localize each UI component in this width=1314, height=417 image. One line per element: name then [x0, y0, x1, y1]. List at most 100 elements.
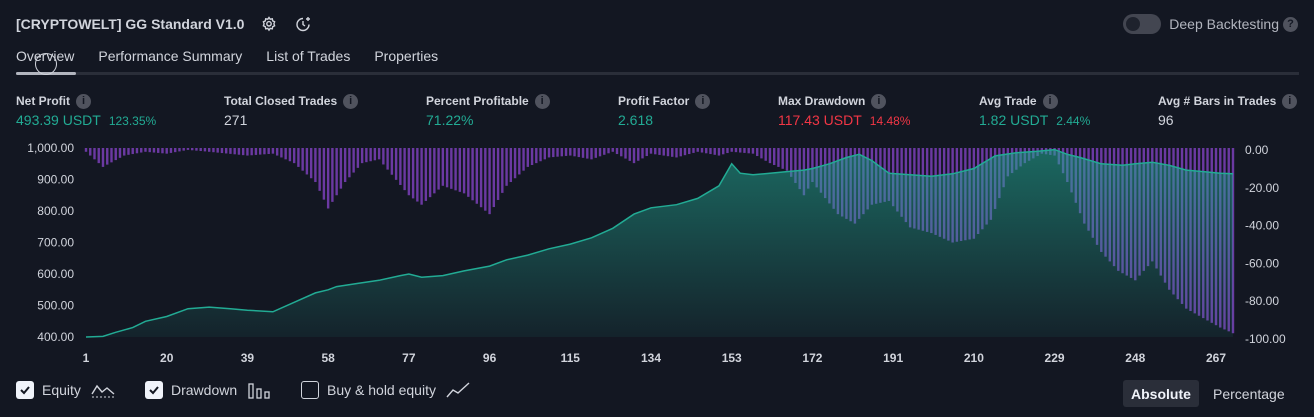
drawdown-bar: [671, 148, 674, 157]
tab-active-indicator: [16, 72, 76, 75]
drawdown-bar: [165, 148, 168, 154]
drawdown-bar: [501, 148, 504, 193]
strategy-title: [CRYPTOWELT] GG Standard V1.0: [16, 16, 245, 32]
metric-percent-profitable: Percent Profitable i 71.22%: [426, 93, 550, 128]
drawdown-bar: [649, 148, 653, 154]
info-icon[interactable]: i: [1042, 93, 1058, 109]
drawdown-bar: [586, 148, 589, 159]
drawdown-bar: [781, 148, 784, 169]
drawdown-bar: [488, 148, 491, 215]
drawdown-bar: [288, 148, 292, 162]
drawdown-bar: [233, 148, 236, 155]
drawdown-bar: [382, 148, 385, 165]
deep-backtesting-toggle[interactable]: [1123, 14, 1162, 34]
drawdown-bar: [700, 148, 704, 153]
legend-drawdown[interactable]: Drawdown: [145, 380, 271, 400]
drawdown-bar: [713, 148, 716, 155]
x-axis-tick-label: 134: [641, 351, 661, 365]
tab-list-of-trades[interactable]: List of Trades: [266, 48, 351, 64]
drawdown-bar: [284, 148, 287, 160]
drawdown-bar: [564, 148, 568, 156]
right-axis-tick-label: -100.00: [1245, 332, 1286, 346]
percentage-mode-button[interactable]: Percentage: [1213, 385, 1285, 402]
drawdown-bar: [628, 148, 631, 161]
help-icon[interactable]: ?: [1283, 16, 1298, 32]
drawdown-bar: [641, 148, 644, 159]
legend-buy-hold[interactable]: Buy & hold equity: [301, 380, 470, 400]
drawdown-bar: [326, 148, 330, 209]
drawdown-bar: [730, 148, 733, 152]
drawdown-bar: [756, 148, 759, 157]
drawdown-bar: [411, 148, 415, 199]
drawdown-bar: [492, 148, 496, 208]
drawdown-bar: [611, 148, 614, 152]
drawdown-bar: [637, 148, 640, 161]
absolute-mode-button[interactable]: Absolute: [1123, 380, 1199, 407]
tab-performance-summary[interactable]: Performance Summary: [98, 48, 243, 64]
drawdown-bar: [433, 148, 436, 194]
net-profit-percent: 123.35%: [108, 114, 157, 128]
drawdown-bar: [169, 148, 173, 153]
drawdown-bar: [394, 148, 398, 180]
net-profit-label: Net Profit: [16, 94, 70, 108]
info-icon[interactable]: i: [343, 93, 359, 109]
info-icon[interactable]: i: [871, 93, 887, 109]
drawdown-bar: [543, 148, 546, 160]
equity-drawdown-chart[interactable]: 1,000.00 900.00 800.00 700.00 600.00 500.00 40…: [0, 138, 1314, 374]
info-icon[interactable]: i: [695, 93, 711, 109]
total-closed-trades-value: 271: [224, 112, 248, 128]
tab-properties[interactable]: Properties: [374, 48, 439, 64]
drawdown-bar: [598, 148, 602, 157]
drawdown-bar: [654, 148, 657, 155]
drawdown-bar: [373, 148, 377, 161]
drawdown-bar: [131, 148, 134, 155]
equity-legend-label: Equity: [42, 382, 81, 398]
drawdown-bar: [530, 148, 534, 166]
x-axis-tick-label: 39: [241, 351, 255, 365]
info-icon[interactable]: i: [76, 93, 91, 109]
drawdown-bar: [271, 148, 275, 154]
drawdown-checkbox[interactable]: [145, 381, 163, 399]
drawdown-bar: [369, 148, 372, 162]
buy-hold-checkbox[interactable]: [301, 381, 319, 399]
right-axis-tick-label: -20.00: [1245, 181, 1279, 195]
drawdown-bar: [305, 148, 309, 175]
drawdown-bar: [407, 148, 411, 196]
drawdown-bar: [93, 148, 96, 160]
drawdown-bar: [275, 148, 279, 156]
x-axis-tick-label: 267: [1206, 351, 1226, 365]
right-axis-tick-label: -80.00: [1245, 294, 1279, 308]
info-icon[interactable]: i: [534, 93, 550, 109]
drawdown-bar: [722, 148, 725, 155]
tab-overview[interactable]: Overview: [16, 48, 75, 64]
legend-equity[interactable]: Equity: [16, 380, 115, 400]
drawdown-bar: [118, 148, 122, 158]
drawdown-bar: [441, 148, 445, 186]
drawdown-bar: [539, 148, 542, 162]
drawdown-bar: [696, 148, 699, 152]
drawdown-bar: [148, 148, 151, 153]
settings-gear-icon[interactable]: [260, 15, 278, 33]
strategy-header: [CRYPTOWELT] GG Standard V1.0: [16, 12, 312, 36]
drawdown-bar: [496, 148, 500, 200]
drawdown-bar: [717, 148, 721, 156]
tab-bar: Overview Performance Summary List of Tra…: [16, 46, 438, 66]
left-axis-tick-label: 600.00: [37, 267, 74, 281]
equity-checkbox[interactable]: [16, 381, 34, 399]
x-axis-tick-label: 115: [561, 351, 581, 365]
add-alert-clock-icon[interactable]: [294, 15, 312, 33]
max-drawdown-label: Max Drawdown: [778, 94, 866, 108]
drawdown-bar: [292, 148, 296, 164]
drawdown-bar: [603, 148, 606, 155]
drawdown-bar: [182, 148, 185, 151]
drawdown-bar: [679, 148, 682, 157]
drawdown-bar: [577, 148, 580, 158]
drawdown-bar: [513, 148, 517, 179]
metric-max-drawdown: Max Drawdown i 117.43 USDT 14.48%: [778, 93, 910, 128]
drawdown-bar: [106, 148, 109, 165]
drawdown-bar: [123, 148, 126, 156]
drawdown-bar: [683, 148, 687, 156]
drawdown-bar: [258, 148, 262, 155]
info-icon[interactable]: i: [1282, 93, 1298, 109]
drawdown-bar: [798, 148, 801, 190]
